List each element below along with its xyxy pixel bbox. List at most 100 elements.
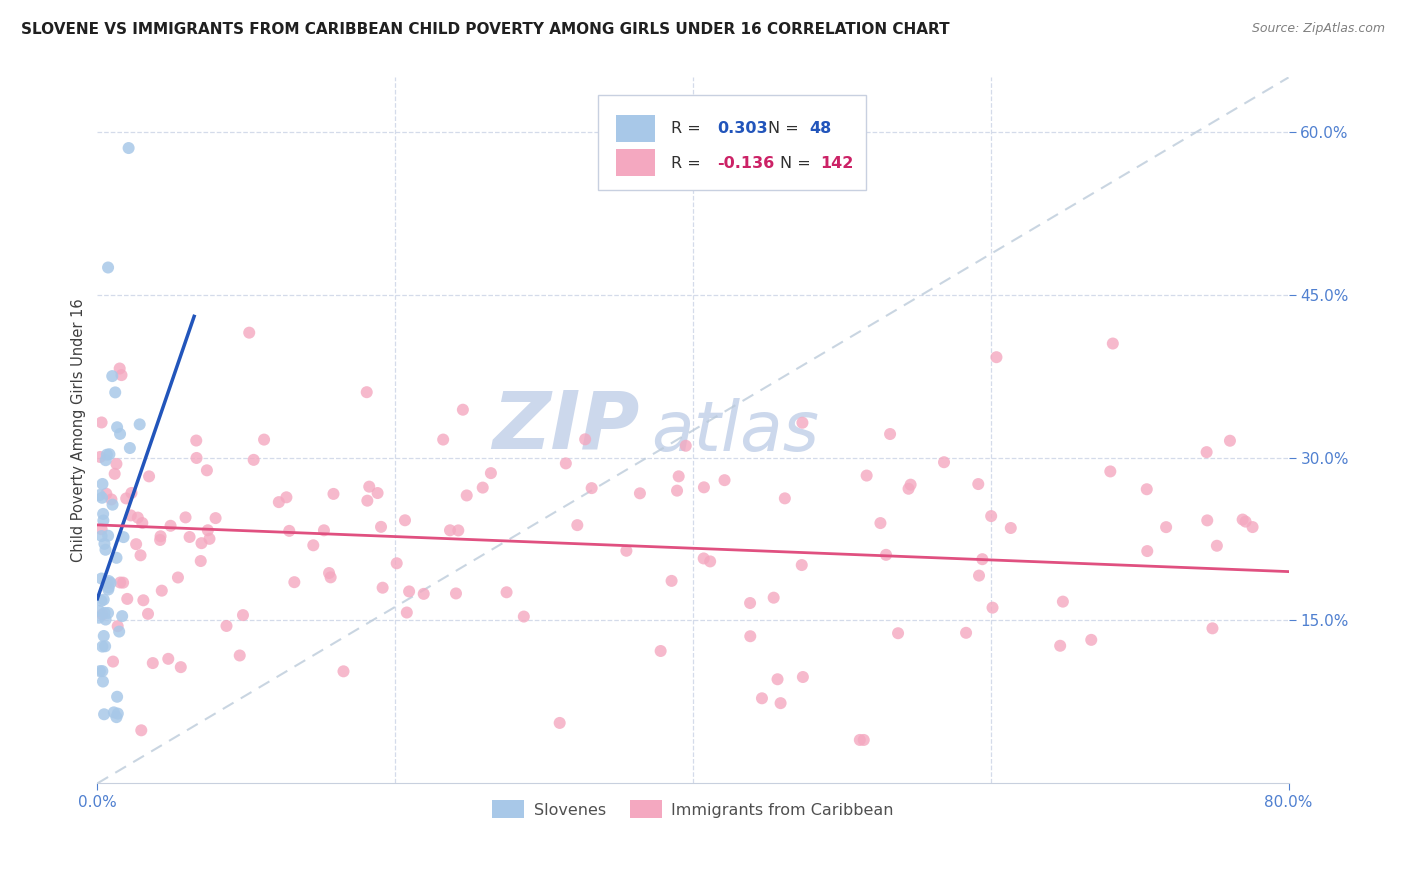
Point	[98, 447, 121, 461]
Point	[1219, 434, 1241, 448]
Point	[444, 586, 467, 600]
Point	[981, 600, 1004, 615]
Point	[195, 463, 218, 477]
Point	[97, 606, 120, 620]
Point	[668, 469, 690, 483]
Text: 48: 48	[810, 121, 832, 136]
Point	[149, 533, 172, 547]
Point	[900, 477, 922, 491]
Point	[567, 518, 589, 533]
Point	[1232, 512, 1254, 526]
Point	[1099, 465, 1122, 479]
Point	[242, 453, 264, 467]
Point	[238, 326, 260, 340]
Point	[852, 733, 875, 747]
Text: 0.303: 0.303	[717, 121, 768, 136]
Point	[879, 427, 901, 442]
Point	[159, 518, 181, 533]
Point	[108, 426, 131, 441]
Point	[118, 441, 141, 455]
Point	[1197, 513, 1219, 527]
Point	[740, 629, 762, 643]
Text: atlas: atlas	[651, 399, 820, 466]
Point	[149, 529, 172, 543]
Point	[762, 591, 785, 605]
Point	[90, 572, 112, 586]
Text: -0.136: -0.136	[717, 156, 775, 171]
Point	[120, 508, 142, 523]
Point	[97, 574, 120, 588]
Point	[766, 672, 789, 686]
Point	[1201, 621, 1223, 635]
Point	[513, 609, 536, 624]
Point	[157, 652, 180, 666]
Point	[167, 570, 190, 584]
Point	[90, 522, 112, 536]
Point	[142, 656, 165, 670]
Point	[89, 450, 111, 464]
Point	[751, 691, 773, 706]
Text: 142: 142	[820, 156, 853, 171]
Point	[170, 660, 193, 674]
Point	[1101, 336, 1123, 351]
Point	[370, 520, 392, 534]
Point	[792, 416, 814, 430]
Point	[129, 723, 152, 738]
Point	[897, 482, 920, 496]
Point	[1049, 639, 1071, 653]
Point	[131, 516, 153, 530]
Point	[105, 457, 128, 471]
Point	[110, 368, 132, 383]
Point	[105, 420, 128, 434]
Point	[87, 611, 110, 625]
Point	[318, 566, 340, 580]
Point	[385, 556, 408, 570]
Point	[479, 466, 502, 480]
Point	[93, 606, 115, 620]
Point	[91, 640, 114, 654]
FancyBboxPatch shape	[598, 95, 866, 190]
Point	[89, 488, 111, 502]
Point	[100, 492, 122, 507]
Point	[661, 574, 683, 588]
Point	[548, 715, 571, 730]
Point	[96, 448, 118, 462]
Point	[129, 549, 152, 563]
Text: ZIP: ZIP	[492, 388, 640, 466]
Point	[875, 548, 897, 562]
Point	[91, 607, 114, 622]
Point	[456, 488, 478, 502]
Point	[215, 619, 238, 633]
Point	[693, 480, 716, 494]
Point	[112, 575, 135, 590]
Point	[90, 529, 112, 543]
Point	[97, 582, 120, 597]
Point	[105, 550, 128, 565]
Point	[371, 581, 394, 595]
Point	[1080, 632, 1102, 647]
Point	[394, 513, 416, 527]
Point	[89, 664, 111, 678]
Point	[100, 576, 122, 591]
Point	[90, 594, 112, 608]
Point	[986, 350, 1008, 364]
Point	[120, 486, 142, 500]
Point	[91, 491, 114, 505]
Point	[105, 690, 128, 704]
Point	[138, 469, 160, 483]
Point	[91, 507, 114, 521]
Bar	[616, 150, 655, 177]
Point	[581, 481, 603, 495]
Point	[136, 607, 159, 621]
Point	[91, 674, 114, 689]
Point	[650, 644, 672, 658]
Point	[108, 361, 131, 376]
Point	[887, 626, 910, 640]
Point	[253, 433, 276, 447]
Point	[117, 591, 139, 606]
Point	[91, 664, 114, 678]
Point	[174, 510, 197, 524]
Point	[967, 568, 990, 582]
Point	[125, 537, 148, 551]
Point	[96, 576, 118, 591]
